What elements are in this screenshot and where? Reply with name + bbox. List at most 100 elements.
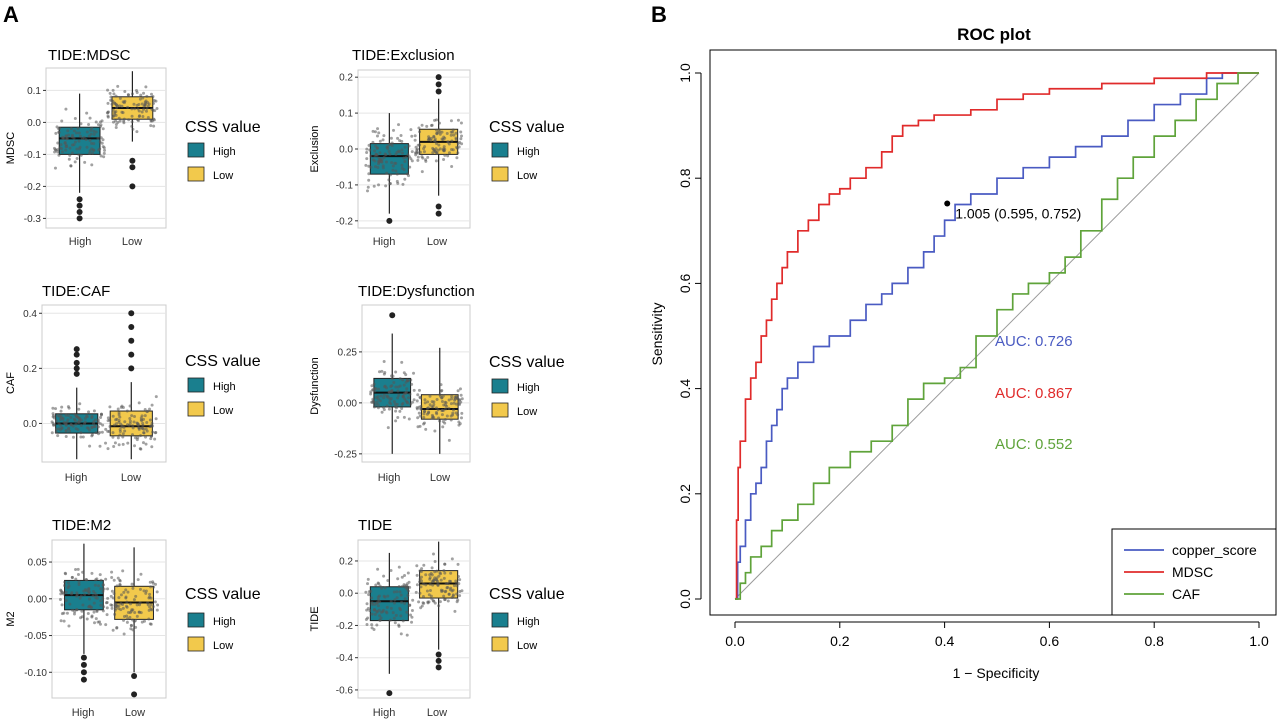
jitter-point <box>446 586 450 590</box>
jitter-point <box>142 107 146 111</box>
jitter-point <box>64 148 68 152</box>
box-outlier <box>129 157 136 164</box>
jitter-point <box>110 570 114 574</box>
jitter-point <box>90 615 94 619</box>
jitter-point <box>407 144 411 148</box>
jitter-point <box>427 410 431 414</box>
jitter-point <box>438 132 442 136</box>
box-outlier <box>128 351 135 358</box>
jitter-point <box>148 592 152 596</box>
jitter-point <box>382 393 386 397</box>
jitter-point <box>450 139 454 143</box>
jitter-point <box>422 563 426 567</box>
jitter-point <box>101 609 105 613</box>
roc-auc-mdsc: AUC: 0.867 <box>995 385 1073 402</box>
box-outlier <box>76 215 83 222</box>
jitter-point <box>430 413 434 417</box>
jitter-point <box>119 593 123 597</box>
jitter-point <box>113 612 117 616</box>
jitter-point <box>78 596 82 600</box>
jitter-point <box>373 154 377 158</box>
jitter-point <box>413 138 417 142</box>
boxplot-tide-xtick-low: Low <box>427 707 447 719</box>
jitter-point <box>367 172 371 176</box>
jitter-point <box>454 136 458 140</box>
jitter-point <box>152 585 156 589</box>
jitter-point <box>58 428 62 432</box>
jitter-point <box>90 433 94 437</box>
jitter-point <box>449 571 453 575</box>
jitter-point <box>433 559 437 563</box>
jitter-point <box>126 617 130 621</box>
boxplot-mdsc-legend-high: High <box>213 146 236 158</box>
jitter-point <box>372 184 376 188</box>
jitter-point <box>390 161 394 165</box>
jitter-point <box>432 578 436 582</box>
jitter-point <box>147 102 151 106</box>
jitter-point <box>388 152 392 156</box>
jitter-point <box>459 400 463 404</box>
jitter-point <box>153 600 157 604</box>
jitter-point <box>135 130 139 134</box>
jitter-point <box>103 148 107 152</box>
jitter-point <box>149 437 153 441</box>
jitter-point <box>406 401 410 405</box>
jitter-point <box>73 117 77 121</box>
boxplot-mdsc-xtick-high: High <box>69 236 92 248</box>
jitter-point <box>410 159 414 163</box>
boxplot-tide-marks <box>364 541 464 697</box>
jitter-point <box>455 156 459 160</box>
jitter-point <box>149 434 153 438</box>
jitter-point <box>89 132 93 136</box>
jitter-point <box>53 150 57 154</box>
jitter-point <box>442 158 446 162</box>
boxplot-caf-legend-high-swatch <box>187 377 205 393</box>
jitter-point <box>396 577 400 581</box>
jitter-point <box>400 163 404 167</box>
roc-auc-copper-score: AUC: 0.726 <box>995 333 1073 350</box>
jitter-point <box>400 148 404 152</box>
jitter-point <box>90 571 94 575</box>
jitter-point <box>96 123 100 127</box>
boxplot-tide-legend-title: CSS value <box>489 586 565 603</box>
jitter-point <box>377 131 381 135</box>
jitter-point <box>374 583 378 587</box>
jitter-point <box>117 419 121 423</box>
boxplot-dysfunction-legend-high: High <box>517 382 540 394</box>
boxplot-exclusion-marks <box>364 74 464 224</box>
jitter-point <box>141 424 145 428</box>
jitter-point <box>132 598 136 602</box>
jitter-point <box>142 91 146 95</box>
boxplot-m2-legend-title: CSS value <box>185 586 261 603</box>
jitter-point <box>133 619 137 623</box>
jitter-point <box>371 388 375 392</box>
jitter-point <box>90 126 94 130</box>
jitter-point <box>134 594 138 598</box>
jitter-point <box>421 156 425 160</box>
jitter-point <box>410 609 414 613</box>
jitter-point <box>423 401 427 405</box>
jitter-point <box>90 163 94 167</box>
jitter-point <box>76 126 80 130</box>
jitter-point <box>403 159 407 163</box>
jitter-point <box>429 124 433 128</box>
jitter-point <box>54 419 58 423</box>
jitter-point <box>139 447 143 451</box>
jitter-point <box>385 171 389 175</box>
jitter-point <box>437 143 441 147</box>
jitter-point <box>370 626 374 630</box>
jitter-point <box>106 447 110 451</box>
jitter-point <box>446 140 450 144</box>
jitter-point <box>368 148 372 152</box>
jitter-point <box>144 589 148 593</box>
jitter-point <box>413 134 417 138</box>
jitter-point <box>412 398 416 402</box>
jitter-point <box>450 557 454 561</box>
jitter-point <box>72 129 76 133</box>
y-tick-label: -0.4 <box>336 653 354 664</box>
jitter-point <box>458 578 462 582</box>
jitter-point <box>408 392 412 396</box>
jitter-point <box>453 609 457 613</box>
jitter-point <box>84 589 88 593</box>
jitter-point <box>385 395 389 399</box>
